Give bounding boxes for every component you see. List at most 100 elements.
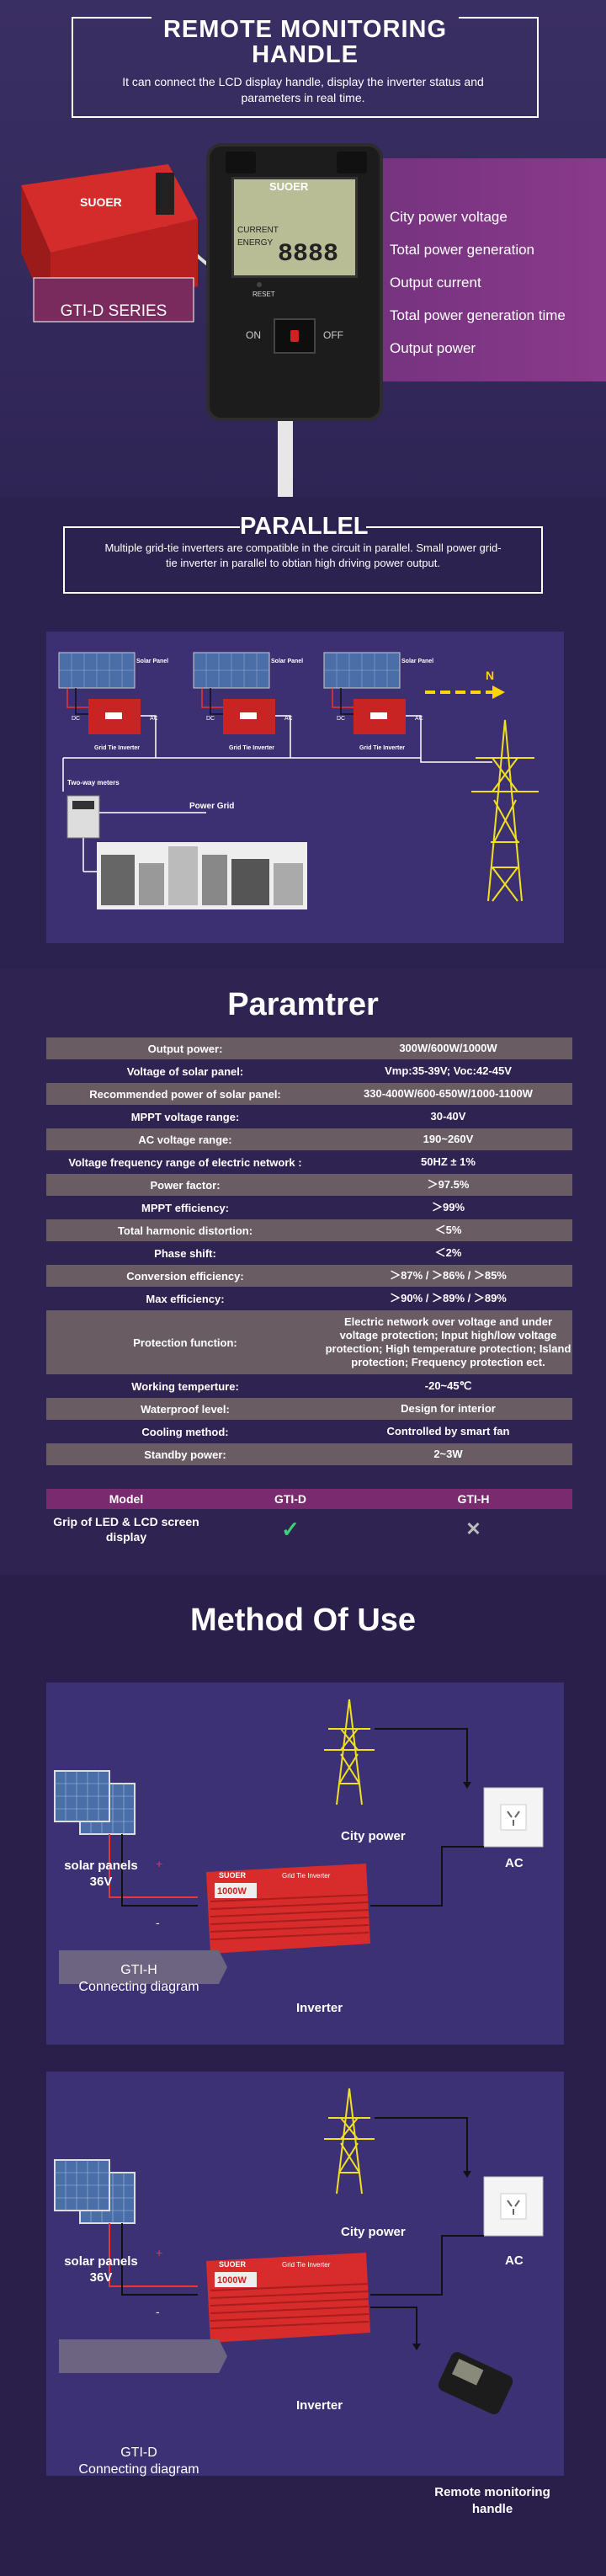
parameter-name: Recommended power of solar panel: [89, 1087, 281, 1101]
power-grid-label: Power Grid [189, 802, 234, 811]
switch-on-label: ON [246, 329, 261, 341]
dc-positive-wire [109, 1834, 198, 1898]
city-power-pylon [324, 1699, 375, 1805]
device-brand: SUOER [269, 180, 309, 193]
inverter-power: 1000W [217, 2275, 247, 2285]
parameter-row: Voltage of solar panel: Vmp:35-39V; Voc:4… [46, 1060, 572, 1082]
parameter-row: Cooling method: Controlled by smart fan [46, 1421, 572, 1443]
d2-ac-label: AC [505, 2253, 524, 2268]
inverter-label: Grid Tie Inverter [282, 1872, 331, 1880]
feature-item: Total power generation time [390, 307, 566, 323]
solar-label: Solar Panel [136, 659, 168, 664]
parameter-row: Standby power: 2~3W [46, 1443, 572, 1465]
feature-item: City power voltage [390, 209, 508, 225]
outlet-socket [500, 1804, 527, 1831]
remote-handle-image [438, 2352, 513, 2414]
d1-city-label: City power [341, 1829, 406, 1843]
parameter-name: AC voltage range: [138, 1133, 232, 1146]
parameter-row: Power factor: ＞97.5% [46, 1174, 572, 1196]
parameter-row: MPPT voltage range: 30-40V [46, 1106, 572, 1128]
parameter-value: -20~45℃ [424, 1379, 472, 1392]
feature-item: Total power generation [390, 242, 535, 258]
model-feature-name: Grip of LED & LCD screen display [53, 1515, 199, 1544]
parameter-value: ＞99% [431, 1201, 465, 1213]
parameter-value: 2~3W [433, 1448, 463, 1460]
inverter-display [215, 1883, 257, 1898]
parameter-value: Vmp:35-39V; Voc:42-45V [385, 1064, 512, 1077]
outlet-socket [500, 2193, 527, 2220]
parameter-name: Voltage of solar panel: [126, 1064, 244, 1078]
model-header-cell: GTI-H [457, 1492, 490, 1506]
d2-inverter-label: Inverter [296, 2398, 343, 2413]
inverter-power: 1000W [217, 1886, 247, 1896]
svg-text:SUOER: SUOER [80, 195, 122, 209]
parameter-name: Waterproof level: [141, 1402, 230, 1416]
inverter-brand: SUOER [219, 2260, 247, 2269]
dc-negative-wire [121, 1834, 198, 1907]
d2-caption: GTI-D Connecting diagram [78, 2445, 199, 2477]
check-icon: ✓ [281, 1516, 300, 1542]
parameter-name: Output power: [147, 1042, 223, 1055]
parameter-name: Voltage frequency range of electric netw… [68, 1155, 302, 1169]
parameter-value: ＞97.5% [427, 1178, 470, 1191]
solar-panels-image [54, 1770, 136, 1835]
minus-sign: - [156, 2305, 160, 2318]
parameter-name: Working temperture: [131, 1379, 239, 1393]
remote-title-box [72, 17, 539, 118]
method-title: Method Of Use [189, 1603, 417, 1638]
parameter-value: Electric network over voltage and under … [325, 1315, 571, 1368]
parallel-diagram-art: Solar Panel Grid Tie Inverter DC AC Solar Pa… [58, 652, 539, 909]
model-feature-row: Grip of LED & LCD screen display ✓ ✕ [46, 1511, 572, 1548]
remote-product-art: SUOER [21, 164, 293, 497]
parallel-description: Multiple grid-tie inverters are compatib… [104, 541, 502, 569]
remote-title: REMOTE MONITORING HANDLE [162, 16, 448, 68]
parameter-value: 50HZ ± 1% [421, 1155, 476, 1168]
inverter-image: 1000W SUOER Grid Tie Inverter [206, 2253, 370, 2343]
d1-solar-label: solar panels 36V [64, 1859, 138, 1889]
remote-description: It can connect the LCD display handle, d… [122, 75, 484, 104]
diagram-gti-d-art: 1000W SUOER Grid Tie Inverter + - [54, 2088, 544, 2414]
inverter-display [370, 712, 387, 719]
parameter-row: Recommended power of solar panel: 330-400… [46, 1083, 572, 1105]
reset-label: RESET [252, 291, 275, 298]
power-pylon [471, 719, 539, 902]
lcd-digits: 8888 [278, 240, 339, 269]
inverter-brand: SUOER [219, 1871, 247, 1880]
parameter-value: ＞90% / ＞89% / ＞89% [390, 1292, 507, 1304]
parameter-section: Paramtrer Output power: 300W/600W/1000W Vo… [0, 968, 606, 1575]
d1-ac-label: AC [505, 1856, 524, 1870]
parameter-row: Conversion efficiency: ＞87% / ＞86% / ＞85% [46, 1265, 572, 1287]
parameter-name: Cooling method: [141, 1425, 229, 1438]
parameter-row: Total harmonic distortion: ＜5% [46, 1219, 572, 1241]
inverter-label: Grid Tie Inverter [282, 2261, 331, 2269]
inverter-label: Grid Tie Inverter [229, 745, 274, 751]
parameter-value: 330-400W/600-650W/1000-1100W [364, 1087, 533, 1100]
parameter-name: Protection function: [133, 1336, 237, 1349]
parameter-row: Phase shift: ＜2% [46, 1242, 572, 1264]
parameter-value: ＜5% [434, 1224, 462, 1236]
diagram-gti-h [46, 1683, 564, 2045]
feature-item: Output power [390, 340, 476, 356]
lcd-screen [231, 177, 358, 278]
parameter-title: Paramtrer [227, 987, 379, 1022]
appliance [231, 859, 269, 905]
appliance [168, 846, 198, 905]
model-header-cell: GTI-D [274, 1492, 307, 1506]
model-header-cell: Model [109, 1492, 144, 1506]
parameter-row: MPPT efficiency: ＞99% [46, 1197, 572, 1219]
reset-button[interactable] [257, 282, 262, 287]
parameter-name: Power factor: [150, 1178, 221, 1192]
solar-panels-image [54, 2159, 136, 2224]
n-label: N [486, 669, 494, 682]
minus-sign: - [156, 1916, 160, 1929]
inverter-label: Grid Tie Inverter [359, 745, 405, 751]
switch-off-label: OFF [323, 329, 343, 341]
ac-label: AC [284, 716, 293, 722]
parameter-name: Conversion efficiency: [126, 1269, 244, 1283]
parameter-value: ＜2% [434, 1246, 462, 1259]
parameter-value: 30-40V [430, 1110, 466, 1123]
inverter-display [105, 712, 122, 719]
parameter-name: MPPT voltage range: [130, 1110, 240, 1123]
feature-item: Output current [390, 275, 481, 291]
parallel-title: PARALLEL [240, 513, 369, 540]
